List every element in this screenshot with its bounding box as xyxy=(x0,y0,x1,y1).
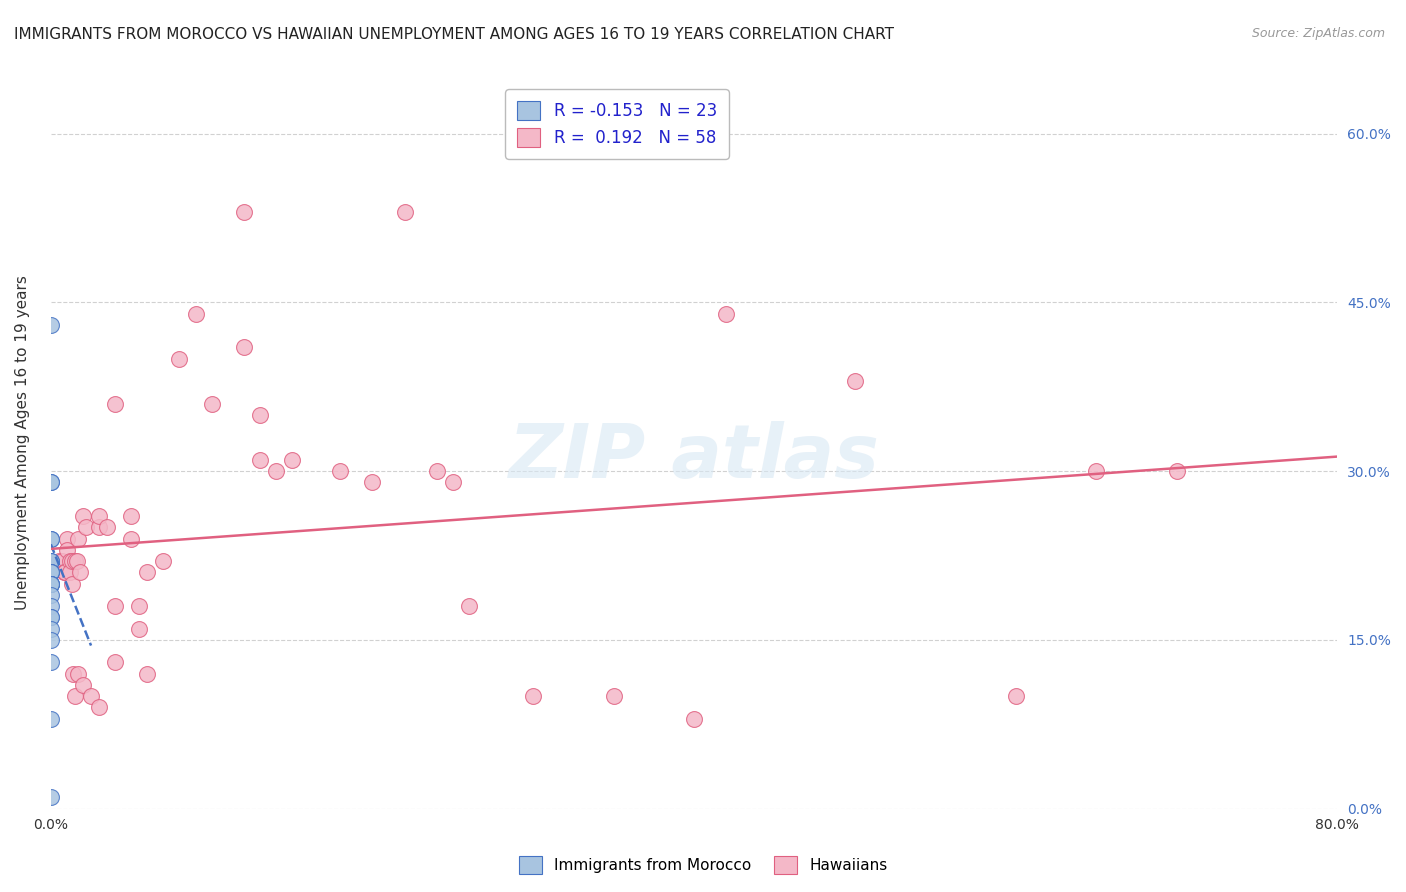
Text: Source: ZipAtlas.com: Source: ZipAtlas.com xyxy=(1251,27,1385,40)
Point xyxy=(39,632,62,647)
Point xyxy=(128,622,150,636)
Point xyxy=(426,464,449,478)
Point xyxy=(56,543,79,558)
Point xyxy=(53,566,76,580)
Point xyxy=(39,576,62,591)
Point xyxy=(63,689,86,703)
Text: IMMIGRANTS FROM MOROCCO VS HAWAIIAN UNEMPLOYMENT AMONG AGES 16 TO 19 YEARS CORRE: IMMIGRANTS FROM MOROCCO VS HAWAIIAN UNEM… xyxy=(14,27,894,42)
Point xyxy=(1085,464,1108,478)
Point xyxy=(75,520,97,534)
Point xyxy=(120,509,142,524)
Point xyxy=(716,307,738,321)
Point xyxy=(39,566,62,580)
Point xyxy=(1166,464,1188,478)
Point xyxy=(72,678,94,692)
Point xyxy=(87,509,110,524)
Point xyxy=(51,554,73,568)
Point xyxy=(232,205,254,219)
Point xyxy=(39,610,62,624)
Point xyxy=(104,397,127,411)
Point xyxy=(72,509,94,524)
Point xyxy=(67,532,90,546)
Text: ZIP atlas: ZIP atlas xyxy=(509,421,880,494)
Point xyxy=(128,599,150,614)
Point xyxy=(39,599,62,614)
Point xyxy=(65,554,87,568)
Point xyxy=(69,566,91,580)
Point xyxy=(39,622,62,636)
Point xyxy=(249,408,271,422)
Point xyxy=(56,532,79,546)
Point xyxy=(201,397,224,411)
Point xyxy=(39,554,62,568)
Point xyxy=(60,554,83,568)
Point xyxy=(602,689,624,703)
Point xyxy=(87,520,110,534)
Point xyxy=(80,689,103,703)
Point xyxy=(136,666,159,681)
Point xyxy=(441,475,464,490)
Point xyxy=(458,599,481,614)
Point xyxy=(60,576,83,591)
Point xyxy=(59,554,82,568)
Point xyxy=(96,520,118,534)
Point xyxy=(281,453,304,467)
Point xyxy=(136,566,159,580)
Point xyxy=(39,790,62,805)
Point xyxy=(683,712,706,726)
Legend: Immigrants from Morocco, Hawaiians: Immigrants from Morocco, Hawaiians xyxy=(513,850,893,880)
Point xyxy=(844,374,866,388)
Point xyxy=(39,566,62,580)
Point xyxy=(104,599,127,614)
Point xyxy=(104,656,127,670)
Point xyxy=(394,205,416,219)
Legend: R = -0.153   N = 23, R =  0.192   N = 58: R = -0.153 N = 23, R = 0.192 N = 58 xyxy=(505,89,728,159)
Point xyxy=(48,554,70,568)
Point xyxy=(39,576,62,591)
Point xyxy=(361,475,384,490)
Point xyxy=(120,532,142,546)
Point xyxy=(62,666,84,681)
Point xyxy=(59,566,82,580)
Y-axis label: Unemployment Among Ages 16 to 19 years: Unemployment Among Ages 16 to 19 years xyxy=(15,276,30,610)
Point xyxy=(184,307,207,321)
Point xyxy=(329,464,352,478)
Point xyxy=(39,712,62,726)
Point xyxy=(39,588,62,602)
Point xyxy=(152,554,174,568)
Point xyxy=(39,532,62,546)
Point xyxy=(52,566,75,580)
Point xyxy=(67,666,90,681)
Point xyxy=(249,453,271,467)
Point xyxy=(39,532,62,546)
Point xyxy=(87,700,110,714)
Point xyxy=(39,475,62,490)
Point xyxy=(39,576,62,591)
Point xyxy=(39,475,62,490)
Point xyxy=(39,656,62,670)
Point xyxy=(264,464,287,478)
Point xyxy=(39,610,62,624)
Point xyxy=(63,554,86,568)
Point xyxy=(39,554,62,568)
Point xyxy=(232,341,254,355)
Point xyxy=(169,351,191,366)
Point xyxy=(39,566,62,580)
Point xyxy=(39,576,62,591)
Point xyxy=(1004,689,1026,703)
Point xyxy=(522,689,544,703)
Point xyxy=(39,318,62,332)
